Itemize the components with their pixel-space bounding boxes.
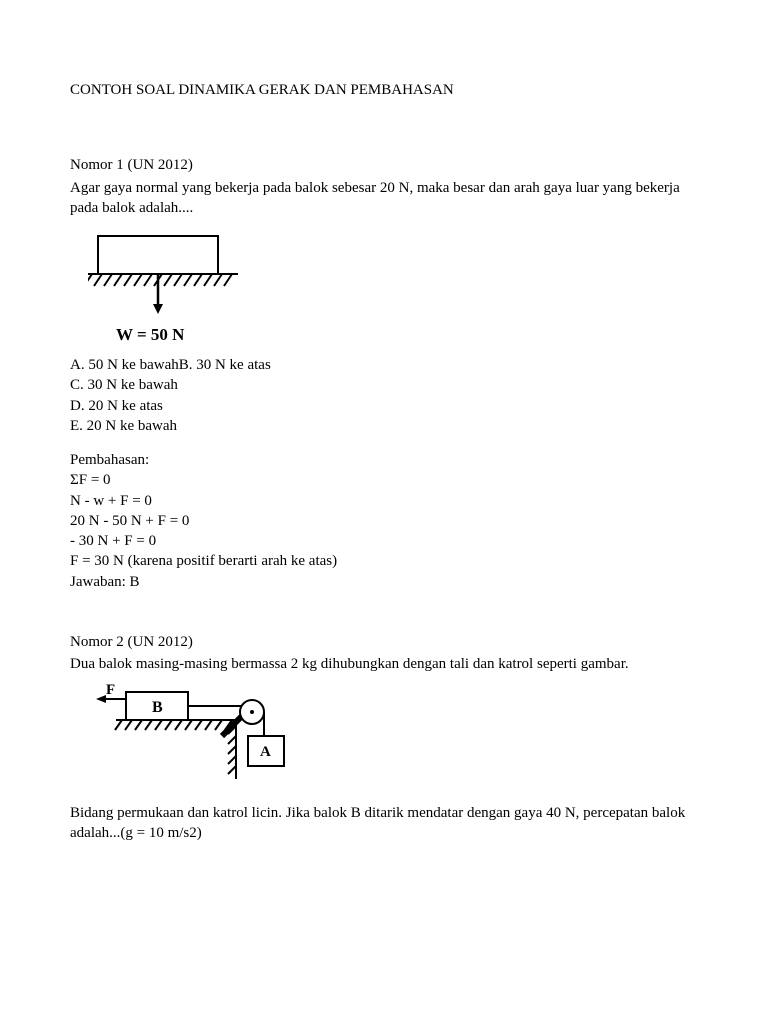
q1-sol-l5: F = 30 N (karena positif berarti arah ke… xyxy=(70,551,698,571)
q1-option-ab: A. 50 N ke bawahB. 30 N ke atas xyxy=(70,355,698,375)
q1-sol-label: Pembahasan: xyxy=(70,450,698,470)
q2-block-b-label: B xyxy=(152,699,163,716)
q1-option-e: E. 20 N ke bawah xyxy=(70,416,698,436)
q1-diagram: W = 50 N xyxy=(88,228,238,347)
q1-header: Nomor 1 (UN 2012) xyxy=(70,155,698,175)
q1-text: Agar gaya normal yang bekerja pada balok… xyxy=(70,178,698,219)
q1-sol-l1: ΣF = 0 xyxy=(70,470,698,490)
q1-option-d: D. 20 N ke atas xyxy=(70,396,698,416)
question-2: Nomor 2 (UN 2012) Dua balok masing-masin… xyxy=(70,632,698,843)
q2-text2: Bidang permukaan dan katrol licin. Jika … xyxy=(70,803,698,844)
question-1: Nomor 1 (UN 2012) Agar gaya normal yang … xyxy=(70,155,698,592)
q2-diagram: F B xyxy=(88,684,318,790)
q1-options: A. 50 N ke bawahB. 30 N ke atas C. 30 N … xyxy=(70,355,698,436)
q1-sol-l3: 20 N - 50 N + F = 0 xyxy=(70,511,698,531)
q2-block-a-label: A xyxy=(260,744,271,760)
q2-force-label: F xyxy=(106,684,115,698)
page-title: CONTOH SOAL DINAMIKA GERAK DAN PEMBAHASA… xyxy=(70,80,698,100)
q2-header: Nomor 2 (UN 2012) xyxy=(70,632,698,652)
q1-option-c: C. 30 N ke bawah xyxy=(70,375,698,395)
q2-text: Dua balok masing-masing bermassa 2 kg di… xyxy=(70,654,698,674)
q1-sol-ans: Jawaban: B xyxy=(70,572,698,592)
q1-solution: Pembahasan: ΣF = 0 N - w + F = 0 20 N - … xyxy=(70,450,698,592)
q1-sol-l2: N - w + F = 0 xyxy=(70,491,698,511)
q1-sol-l4: - 30 N + F = 0 xyxy=(70,531,698,551)
q1-weight-label: W = 50 N xyxy=(116,324,238,347)
